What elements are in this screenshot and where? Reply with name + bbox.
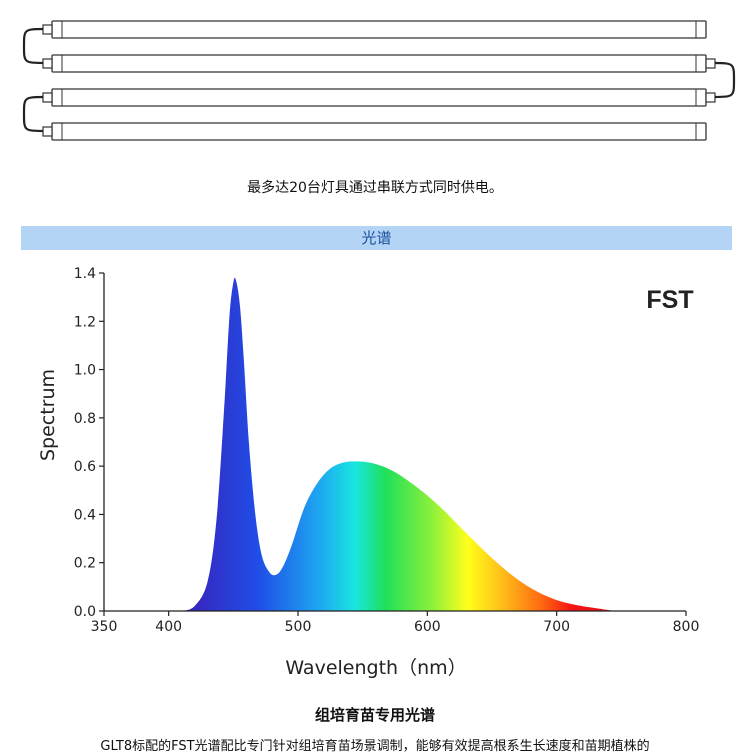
- y-tick-label: 0.0: [74, 604, 96, 620]
- y-tick-label: 0.2: [74, 556, 96, 572]
- x-tick-label: 500: [285, 619, 312, 635]
- x-tick-label: 350: [91, 619, 118, 635]
- spectrum-name-heading: 组培育苗专用光谱: [314, 706, 435, 724]
- y-tick-label: 0.6: [74, 459, 96, 475]
- lamp-tube-2: [51, 54, 707, 73]
- x-tick-label: 800: [673, 619, 700, 635]
- section-header-spectrum: 光谱: [21, 226, 732, 250]
- lamp-tube-1: [51, 20, 707, 39]
- y-tick-label: 1.0: [74, 363, 96, 379]
- x-tick-label: 400: [155, 619, 182, 635]
- daisy-chain-caption: 最多达20台灯具通过串联方式同时供电。: [247, 180, 503, 196]
- spectrum-chart: 350 400 500 600 700 800 0.0 0.2 0.4 0.6 0.8 1.0 1.2 1…: [37, 266, 700, 679]
- x-tick-label: 700: [543, 619, 570, 635]
- x-tick-label: 600: [414, 619, 441, 635]
- x-axis-label: Wavelength（nm）: [285, 657, 466, 679]
- connector-cables: [22, 27, 736, 133]
- lamp-tube-4: [51, 122, 707, 141]
- spectrum-description: GLT8标配的FST光谱配比专门针对组培育苗场景调制，能够有效提高根系生长速度和…: [100, 739, 650, 754]
- y-tick-label: 1.4: [74, 266, 96, 282]
- y-tick-label: 0.8: [74, 411, 96, 427]
- chart-title: FST: [646, 286, 693, 314]
- spectrum-area: [181, 277, 615, 611]
- daisy-chain-lamp-illustration: [22, 20, 736, 141]
- y-axis-label: Spectrum: [37, 369, 59, 461]
- y-tick-label: 0.4: [74, 507, 96, 523]
- y-tick-label: 1.2: [74, 314, 96, 330]
- lamp-tube-3: [51, 88, 707, 107]
